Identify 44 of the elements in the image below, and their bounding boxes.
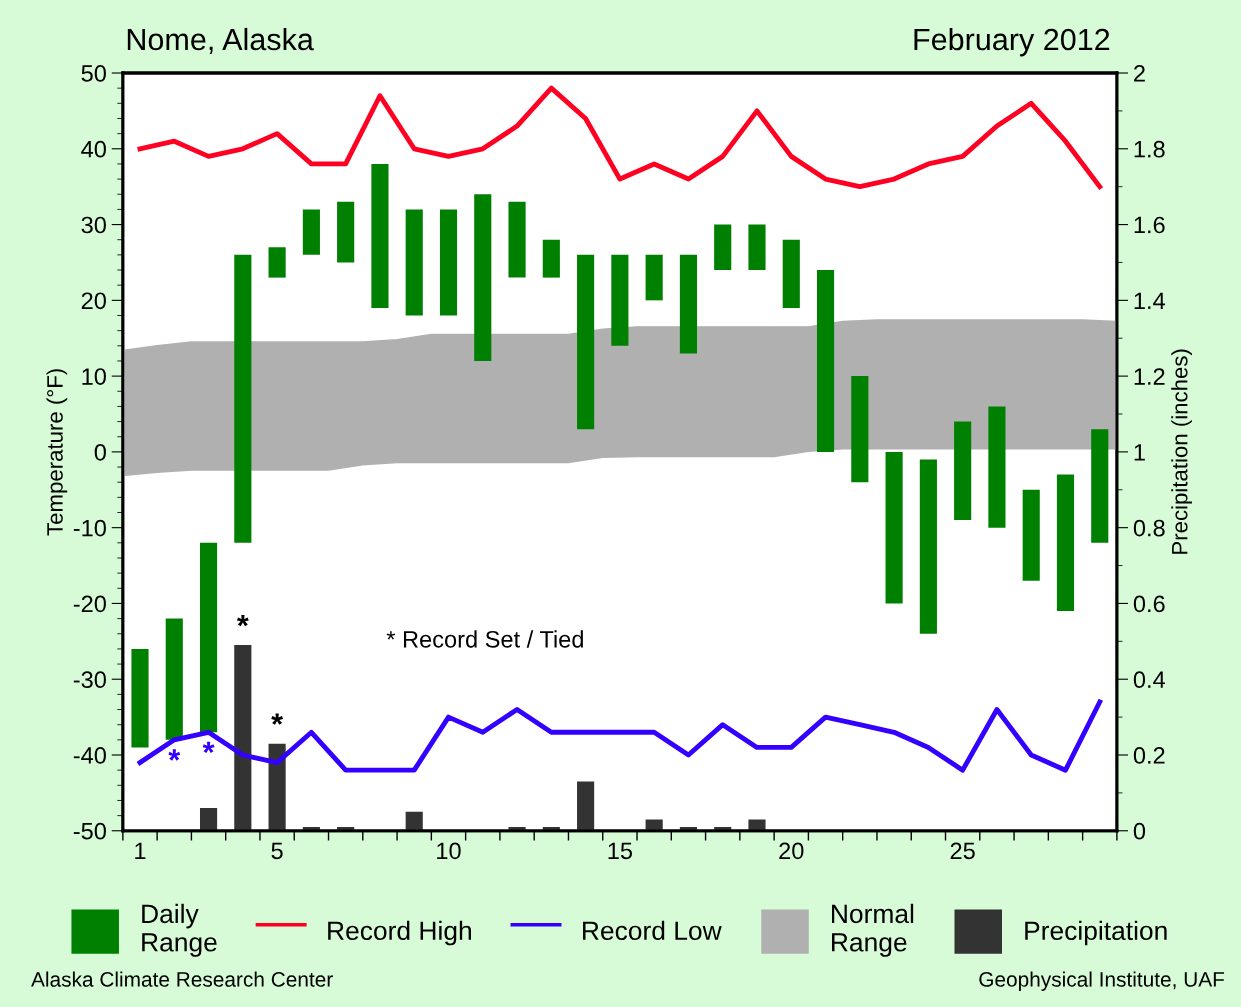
- y2-tick-label: 1.2: [1134, 368, 1165, 385]
- legend-label: Precipitation: [1025, 920, 1167, 946]
- y-axis-title: Temperature (°F): [46, 369, 68, 536]
- y-tick-label: -40: [73, 747, 106, 764]
- y2-tick-label: 1.8: [1134, 140, 1165, 158]
- y2-tick-label: 2: [1134, 65, 1145, 82]
- x-tick-label: 25: [950, 842, 975, 860]
- y2-axis-title: Precipitation (inches): [1171, 349, 1192, 554]
- y2-tick-label: 1.6: [1134, 216, 1165, 234]
- x-tick-label: 15: [608, 842, 633, 860]
- y-tick-label: 40: [81, 140, 106, 158]
- y-tick-label: 0: [94, 443, 106, 461]
- text: Alaska Climate Research Center: [31, 971, 333, 987]
- y-tick-label: -20: [73, 595, 106, 613]
- y-tick-label: 50: [81, 65, 106, 82]
- y-tick-label: 20: [81, 292, 106, 310]
- x-tick-label: 1: [135, 842, 146, 859]
- y-tick-label: -30: [73, 671, 106, 689]
- y2-tick-label: 0.4: [1133, 671, 1165, 689]
- y-tick-label: 30: [81, 216, 106, 234]
- chart-subtitle: February 2012: [914, 27, 1110, 57]
- legend-label: Record Low: [583, 920, 722, 941]
- x-tick-label: 10: [437, 842, 461, 860]
- annotation: *: [168, 749, 181, 761]
- x-tick-label: 20: [779, 842, 804, 860]
- annotation: *: [202, 741, 215, 754]
- text: Geophysical Institute, UAF: [979, 971, 1225, 991]
- y2-tick-label: 0.2: [1133, 747, 1165, 764]
- y-tick-label: 10: [82, 368, 106, 385]
- x-tick-label: 5: [271, 842, 283, 860]
- legend-label: Daily Range: [142, 903, 217, 957]
- y2-tick-label: 0.8: [1133, 519, 1165, 537]
- annotation: *: [236, 614, 249, 627]
- y2-tick-label: 1: [1134, 444, 1145, 461]
- legend-label: Normal Range: [832, 903, 914, 957]
- annotation: *: [271, 713, 284, 725]
- annotation: * Record Set / Tied: [386, 630, 583, 648]
- y-tick-label: -10: [73, 519, 106, 537]
- y2-tick-label: 0: [1133, 822, 1146, 840]
- chart-title: Nome, Alaska: [127, 27, 314, 54]
- y2-tick-label: 0.6: [1133, 595, 1165, 613]
- y-tick-label: -50: [73, 822, 106, 840]
- legend-label: Record High: [328, 920, 471, 946]
- y2-tick-label: 1.4: [1134, 292, 1165, 309]
